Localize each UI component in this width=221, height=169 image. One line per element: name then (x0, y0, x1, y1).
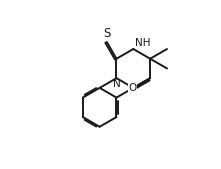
Text: O: O (128, 83, 137, 93)
Text: S: S (103, 27, 110, 40)
Text: N: N (113, 79, 121, 89)
Text: NH: NH (135, 38, 151, 48)
